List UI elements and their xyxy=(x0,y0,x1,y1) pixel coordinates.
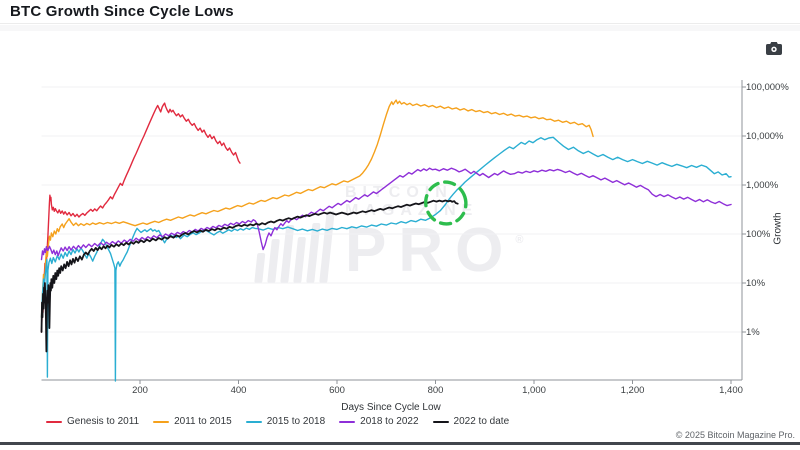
x-tick-400: 400 xyxy=(230,385,247,396)
bottom-edge-bar xyxy=(0,442,800,445)
y-tick-100%: 100% xyxy=(746,229,771,240)
y-tick-100,000%: 100,000% xyxy=(746,82,789,93)
legend-swatch-2022-date xyxy=(432,420,449,423)
x-tick-1,000: 1,000 xyxy=(522,385,546,396)
legend-item-2015-2018[interactable]: 2015 to 2018 xyxy=(245,416,326,427)
series-line-genesis-2011 xyxy=(40,102,241,333)
x-axis-title: Days Since Cycle Low xyxy=(341,402,441,413)
camera-icon xyxy=(766,42,782,58)
legend-swatch-2018-2022 xyxy=(339,420,356,423)
series-line-2011-2015 xyxy=(40,99,594,318)
x-tick-1,400: 1,400 xyxy=(719,385,743,396)
y-tick-1%: 1% xyxy=(746,327,760,338)
chart-legend: Genesis to 2011 2011 to 2015 2015 to 201… xyxy=(46,416,509,427)
legend-label-2015-2018: 2015 to 2018 xyxy=(266,416,326,427)
series-line-2015-2018 xyxy=(40,136,732,382)
copyright-notice: © 2025 Bitcoin Magazine Pro. xyxy=(675,430,795,440)
legend-item-2011-2015[interactable]: 2011 to 2015 xyxy=(153,416,232,427)
x-tick-1,200: 1,200 xyxy=(620,385,645,396)
chart-card: BITCOIN MAGAZINE PRO® 100,000% 10,000% 1,0… xyxy=(0,31,800,442)
x-tick-200: 200 xyxy=(132,385,148,396)
current-cycle-annotation-circle xyxy=(424,180,468,226)
y-tick-10%: 10% xyxy=(746,278,766,289)
legend-label-2011-2015: 2011 to 2015 xyxy=(174,416,232,427)
header-divider xyxy=(0,25,800,31)
legend-label-2018-2022: 2018 to 2022 xyxy=(360,416,419,427)
x-tick-800: 800 xyxy=(427,385,444,396)
series-line-2018-2022 xyxy=(40,167,732,261)
y-tick-10,000%: 10,000% xyxy=(746,131,784,142)
page-header: BTC Growth Since Cycle Lows xyxy=(0,0,800,24)
legend-label-genesis-2011: Genesis to 2011 xyxy=(67,416,140,427)
legend-swatch-2011-2015 xyxy=(153,420,170,423)
legend-swatch-genesis-2011 xyxy=(46,420,62,423)
legend-swatch-2015-2018 xyxy=(245,420,262,423)
y-tick-1,000%: 1,000% xyxy=(746,180,779,191)
legend-item-2018-2022[interactable]: 2018 to 2022 xyxy=(339,416,419,427)
legend-label-2022-date: 2022 to date xyxy=(453,416,510,427)
y-axis-title: Growth xyxy=(772,212,784,245)
screenshot-button[interactable] xyxy=(760,39,788,61)
legend-item-genesis-2011[interactable]: Genesis to 2011 xyxy=(46,416,139,427)
series-line-2022-date xyxy=(40,199,459,353)
legend-item-2022-date[interactable]: 2022 to date xyxy=(432,416,510,427)
x-tick-600: 600 xyxy=(329,385,345,396)
page-title: BTC Growth Since Cycle Lows xyxy=(10,3,234,20)
